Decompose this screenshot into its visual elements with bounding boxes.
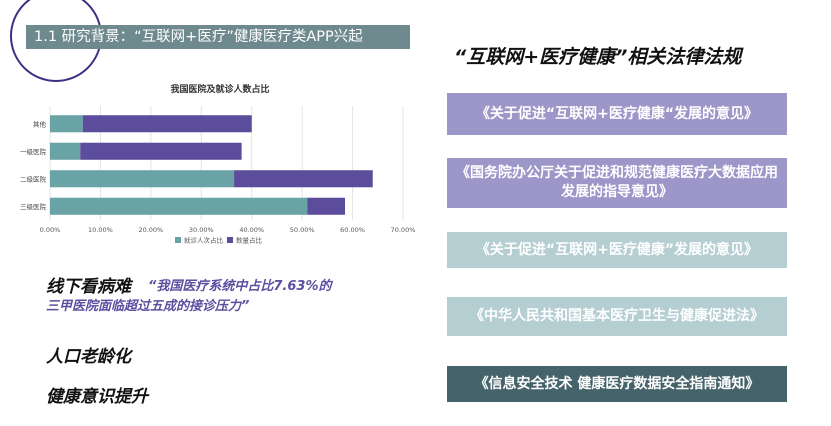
bar-segment bbox=[50, 142, 81, 160]
quote-line-1: “我国医疗系统中占比7.63%的 bbox=[148, 279, 332, 294]
bar-segment bbox=[50, 115, 83, 133]
legend-label: 数量占比 bbox=[236, 236, 263, 245]
x-tick-label: 10.00% bbox=[88, 226, 113, 234]
law-item: 《关于促进“互联网+医疗健康”发展的意见》 bbox=[447, 232, 787, 268]
x-tick-label: 50.00% bbox=[290, 226, 315, 234]
bar-segment bbox=[82, 115, 252, 133]
aging-note: 人口老龄化 bbox=[46, 347, 131, 367]
health-awareness-note: 健康意识提升 bbox=[46, 387, 148, 407]
x-tick-label: 70.00% bbox=[391, 226, 416, 234]
section-header: 1.1 研究背景：“互联网+医疗”健康医疗类APP兴起 bbox=[26, 25, 410, 49]
x-tick-label: 60.00% bbox=[340, 226, 365, 234]
x-tick-label: 20.00% bbox=[138, 226, 163, 234]
category-label: 三级医院 bbox=[20, 202, 47, 211]
law-item: 《信息安全技术 健康医疗数据安全指南通知》 bbox=[447, 366, 787, 402]
bar-segment bbox=[50, 197, 308, 215]
category-label: 其他 bbox=[33, 119, 47, 128]
law-item: 《中华人民共和国基本医疗卫生与健康促进法》 bbox=[447, 297, 787, 336]
chart-title: 我国医院及就诊人数占比 bbox=[170, 85, 270, 95]
category-label: 二级医院 bbox=[20, 174, 47, 183]
chart-svg: 0.00% 10.00% 20.00% 30.00% 40.00% 50.00% 60.00… bbox=[20, 106, 416, 245]
x-tick-label: 40.00% bbox=[239, 226, 264, 234]
legend-label: 就诊人次占比 bbox=[184, 236, 224, 245]
x-tick-label: 30.00% bbox=[189, 226, 214, 234]
law-item: 《国务院办公厅关于促进和规范健康医疗大数据应用发展的指导意见》 bbox=[447, 158, 787, 208]
bar-segment bbox=[50, 170, 235, 188]
offline-difficulty-note: 线下看病难 bbox=[46, 277, 131, 297]
hospital-chart: 我国医院及就诊人数占比 0.00% 10.00% 20.00% 30.00% 40.00… bbox=[20, 82, 420, 252]
bar-segment bbox=[307, 197, 346, 215]
law-item: 《关于促进“互联网+医疗健康“发展的意见》 bbox=[447, 93, 787, 135]
bar-segment bbox=[234, 170, 373, 188]
legend-swatch bbox=[227, 237, 233, 243]
category-label: 一级医院 bbox=[20, 147, 47, 156]
bar-segment bbox=[80, 142, 242, 160]
legend-swatch bbox=[175, 237, 181, 243]
x-tick-label: 0.00% bbox=[40, 226, 61, 234]
laws-title: “互联网+医疗健康”相关法律法规 bbox=[454, 46, 742, 68]
quote-line-2: 三甲医院面临超过五成的接诊压力” bbox=[46, 299, 250, 314]
